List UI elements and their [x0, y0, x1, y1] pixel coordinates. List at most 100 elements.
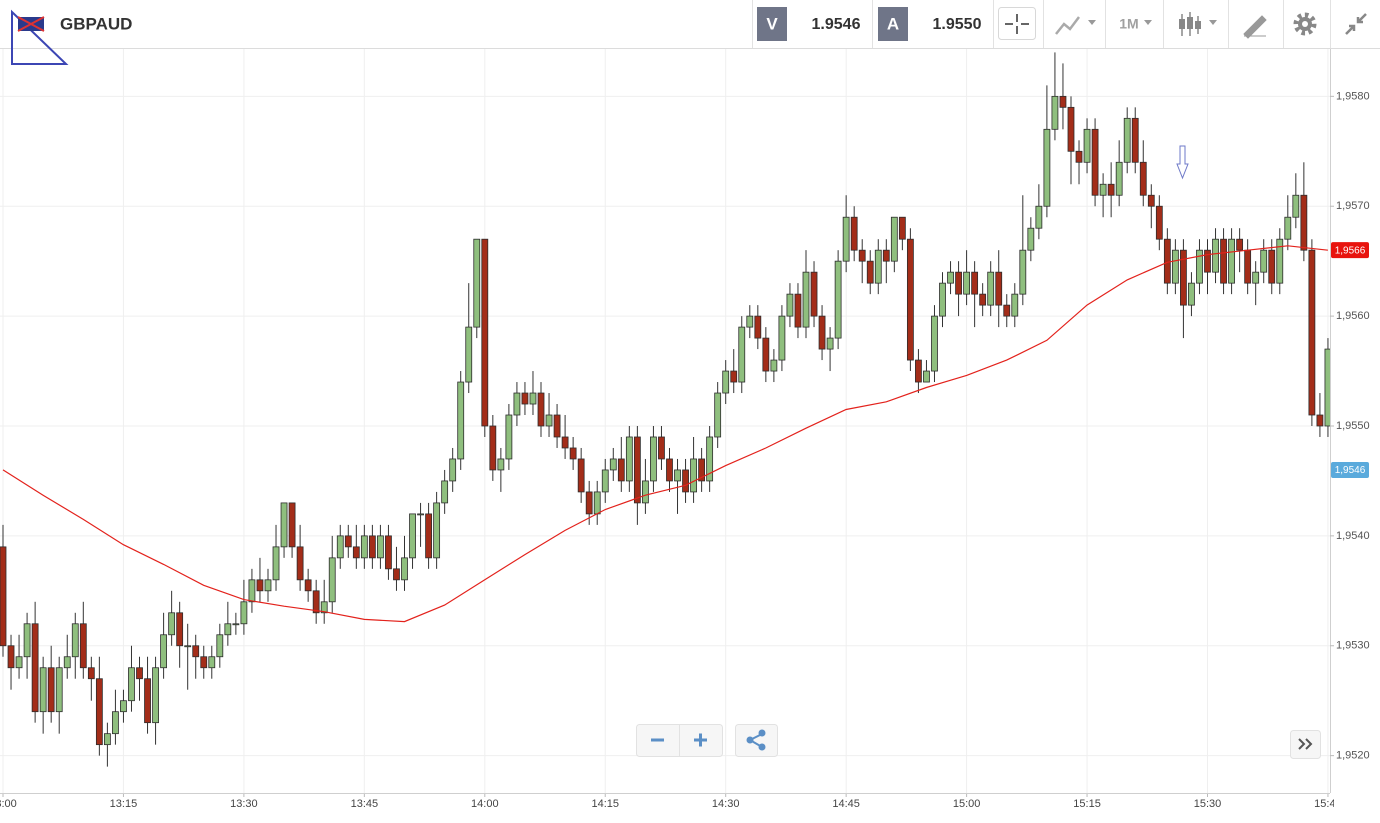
- candle-body: [529, 392, 537, 405]
- candle-body: [1244, 249, 1252, 284]
- price-tag-label: 1,9546: [1335, 465, 1366, 476]
- candle-body: [1316, 414, 1324, 427]
- gear-teeth: [1293, 12, 1317, 36]
- candle-body: [642, 480, 649, 504]
- x-tick-label: 13:00: [0, 798, 17, 810]
- candle-body: [465, 326, 473, 383]
- candle-body: [1204, 249, 1211, 273]
- share-icon: [746, 729, 766, 751]
- candle-body: [344, 535, 352, 548]
- candle-body: [1300, 194, 1308, 251]
- candle-body: [136, 667, 143, 680]
- candle-body: [441, 480, 449, 504]
- ask-price: 1.9550: [933, 16, 982, 33]
- candle-body: [120, 700, 127, 713]
- price-tag: [1331, 461, 1369, 478]
- candle-body: [1220, 238, 1227, 284]
- candle-body: [320, 601, 328, 614]
- candle-body: [706, 436, 714, 482]
- candle-body: [1147, 194, 1155, 207]
- candle-body: [152, 667, 159, 724]
- candle-body: [192, 645, 200, 658]
- timeframe[interactable]: 1M: [1119, 16, 1138, 32]
- candle-body: [409, 513, 416, 559]
- candle-body: [87, 667, 95, 680]
- indicators-button[interactable]: [1055, 16, 1096, 35]
- candle-body: [23, 623, 31, 658]
- candle-body: [786, 293, 794, 317]
- candle-body: [168, 612, 176, 636]
- ask-button[interactable]: [878, 7, 908, 41]
- x-tick-label: 15:30: [1194, 798, 1222, 810]
- candle-body: [280, 502, 288, 548]
- candle-body: [1027, 227, 1035, 251]
- candle-icon-body: [1179, 19, 1185, 29]
- zoom-in[interactable]: [694, 733, 707, 747]
- x-tick-label: 14:15: [591, 798, 619, 810]
- draw-tool-icon[interactable]: [1243, 15, 1267, 39]
- candle-body: [39, 667, 47, 713]
- candle-body: [0, 546, 7, 647]
- candle-body: [866, 260, 874, 284]
- settings-button[interactable]: [1293, 12, 1317, 36]
- gear-hole: [1302, 21, 1308, 27]
- candle-body: [1115, 161, 1123, 196]
- candle-body: [128, 667, 135, 702]
- candle-body: [352, 546, 360, 559]
- candle-body: [1003, 304, 1011, 317]
- chart-type-button[interactable]: [1179, 12, 1217, 36]
- candle-body: [762, 337, 770, 372]
- candle-body: [264, 579, 272, 592]
- price-tag-label: 1,9566: [1335, 245, 1366, 256]
- grid: [0, 49, 1330, 793]
- x-tick-label: 13:45: [351, 798, 379, 810]
- candle-body: [1035, 205, 1043, 229]
- candle-body: [979, 293, 987, 306]
- candle-body: [31, 623, 39, 713]
- bid-button[interactable]: [757, 7, 787, 41]
- candle-body: [1067, 106, 1075, 152]
- candle-body: [778, 315, 786, 361]
- candle-body: [1139, 161, 1147, 196]
- candle-body: [617, 458, 625, 482]
- candle-body: [232, 623, 240, 626]
- candle-body: [906, 238, 914, 361]
- candle-body: [47, 667, 55, 713]
- candle-body: [987, 271, 995, 306]
- flag-cross: [17, 16, 45, 32]
- candle-body: [609, 458, 617, 471]
- candle-body: [698, 458, 706, 482]
- candle-body: [625, 436, 633, 482]
- candle-body: [401, 557, 408, 581]
- candle-body: [1155, 205, 1163, 240]
- candle-body: [433, 502, 441, 559]
- candle-body: [1260, 249, 1268, 273]
- candle-body: [1099, 183, 1107, 196]
- candle-body: [915, 359, 922, 383]
- candle-body: [304, 579, 312, 592]
- y-tick-label: 1,9540: [1336, 530, 1370, 542]
- candle-body: [1163, 238, 1171, 284]
- candle-body: [248, 579, 256, 603]
- candle-body: [296, 546, 304, 581]
- candle-body: [882, 249, 890, 262]
- crosshair-button[interactable]: [998, 7, 1036, 40]
- candle-body: [1051, 95, 1059, 130]
- share-button[interactable]: [735, 724, 778, 757]
- candle-body: [288, 502, 296, 548]
- candle-body: [7, 645, 15, 669]
- candle-body: [1212, 238, 1219, 273]
- collapse-icon[interactable]: [1345, 13, 1367, 35]
- candle-icon-body: [1187, 17, 1193, 29]
- candle-body: [569, 447, 577, 460]
- share-node: [746, 736, 754, 744]
- candle-body: [995, 271, 1003, 306]
- candle-body: [754, 315, 762, 339]
- ask-label: A: [887, 14, 899, 33]
- candle-body: [593, 491, 601, 515]
- candle-body: [312, 590, 320, 614]
- candle-body: [95, 678, 103, 746]
- scroll-end-button[interactable]: [1290, 730, 1321, 759]
